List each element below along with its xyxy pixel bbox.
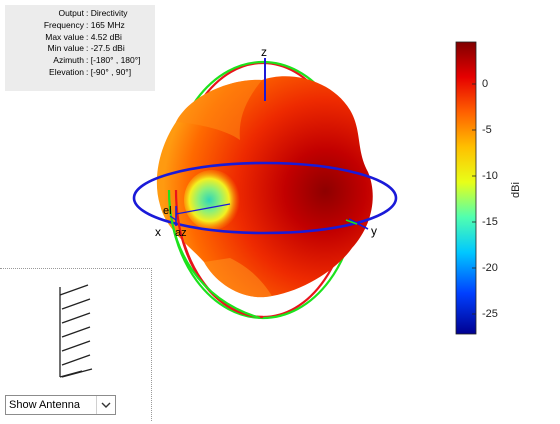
colorbar-label: dBi: [510, 182, 522, 198]
colorbar-tick-neg15: -15: [482, 216, 498, 228]
antenna-preview-panel[interactable]: [0, 268, 152, 421]
info-row-min-value: Min value : -27.5 dBi: [47, 43, 125, 54]
el-label: el: [163, 205, 172, 217]
x-axis-label: x: [155, 225, 161, 239]
y-axis-line-green: [345, 219, 358, 225]
antenna-preview-icon: [59, 284, 93, 378]
lobe-shading-bottom: [204, 258, 272, 298]
lobe-shading: [176, 79, 262, 140]
y-axis-label: y: [371, 224, 377, 238]
pattern-info-box: Output : Directivity Frequency : 165 MHz…: [5, 5, 155, 91]
x-axis-line: [175, 203, 231, 215]
colorbar-tick-0: 0: [482, 78, 489, 90]
info-row-output: Output : Directivity: [58, 8, 128, 18]
colorbar: [455, 41, 477, 335]
colorbar-tick-neg20: -20: [482, 262, 498, 274]
chevron-down-icon[interactable]: [96, 396, 115, 414]
colorbar-tick-neg10: -10: [482, 170, 498, 182]
colorbar-tick-neg5: -5: [482, 124, 492, 136]
dropdown-value: Show Antenna: [9, 399, 80, 411]
pattern-null: [184, 170, 240, 230]
colorbar-tick-neg25: -25: [482, 308, 498, 320]
azimuth-ring: [132, 161, 398, 235]
y-axis-line: [348, 218, 369, 230]
info-row-elevation: Elevation : [-90° , 90°]: [49, 66, 132, 77]
info-row-azimuth: Azimuth : [-180° , 180°]: [53, 55, 141, 66]
az-label: az: [175, 227, 187, 239]
show-antenna-dropdown[interactable]: Show Antenna: [5, 395, 116, 415]
z-axis-label: z: [261, 45, 267, 59]
info-row-frequency: Frequency : 165 MHz: [43, 19, 125, 30]
origin-mark: [169, 215, 177, 221]
directivity-lobe: [156, 76, 373, 298]
elevation-ring-green-front: [167, 189, 261, 320]
colorbar-ticks: [472, 83, 476, 315]
info-row-max-value: Max value : 4.52 dBi: [45, 31, 122, 42]
